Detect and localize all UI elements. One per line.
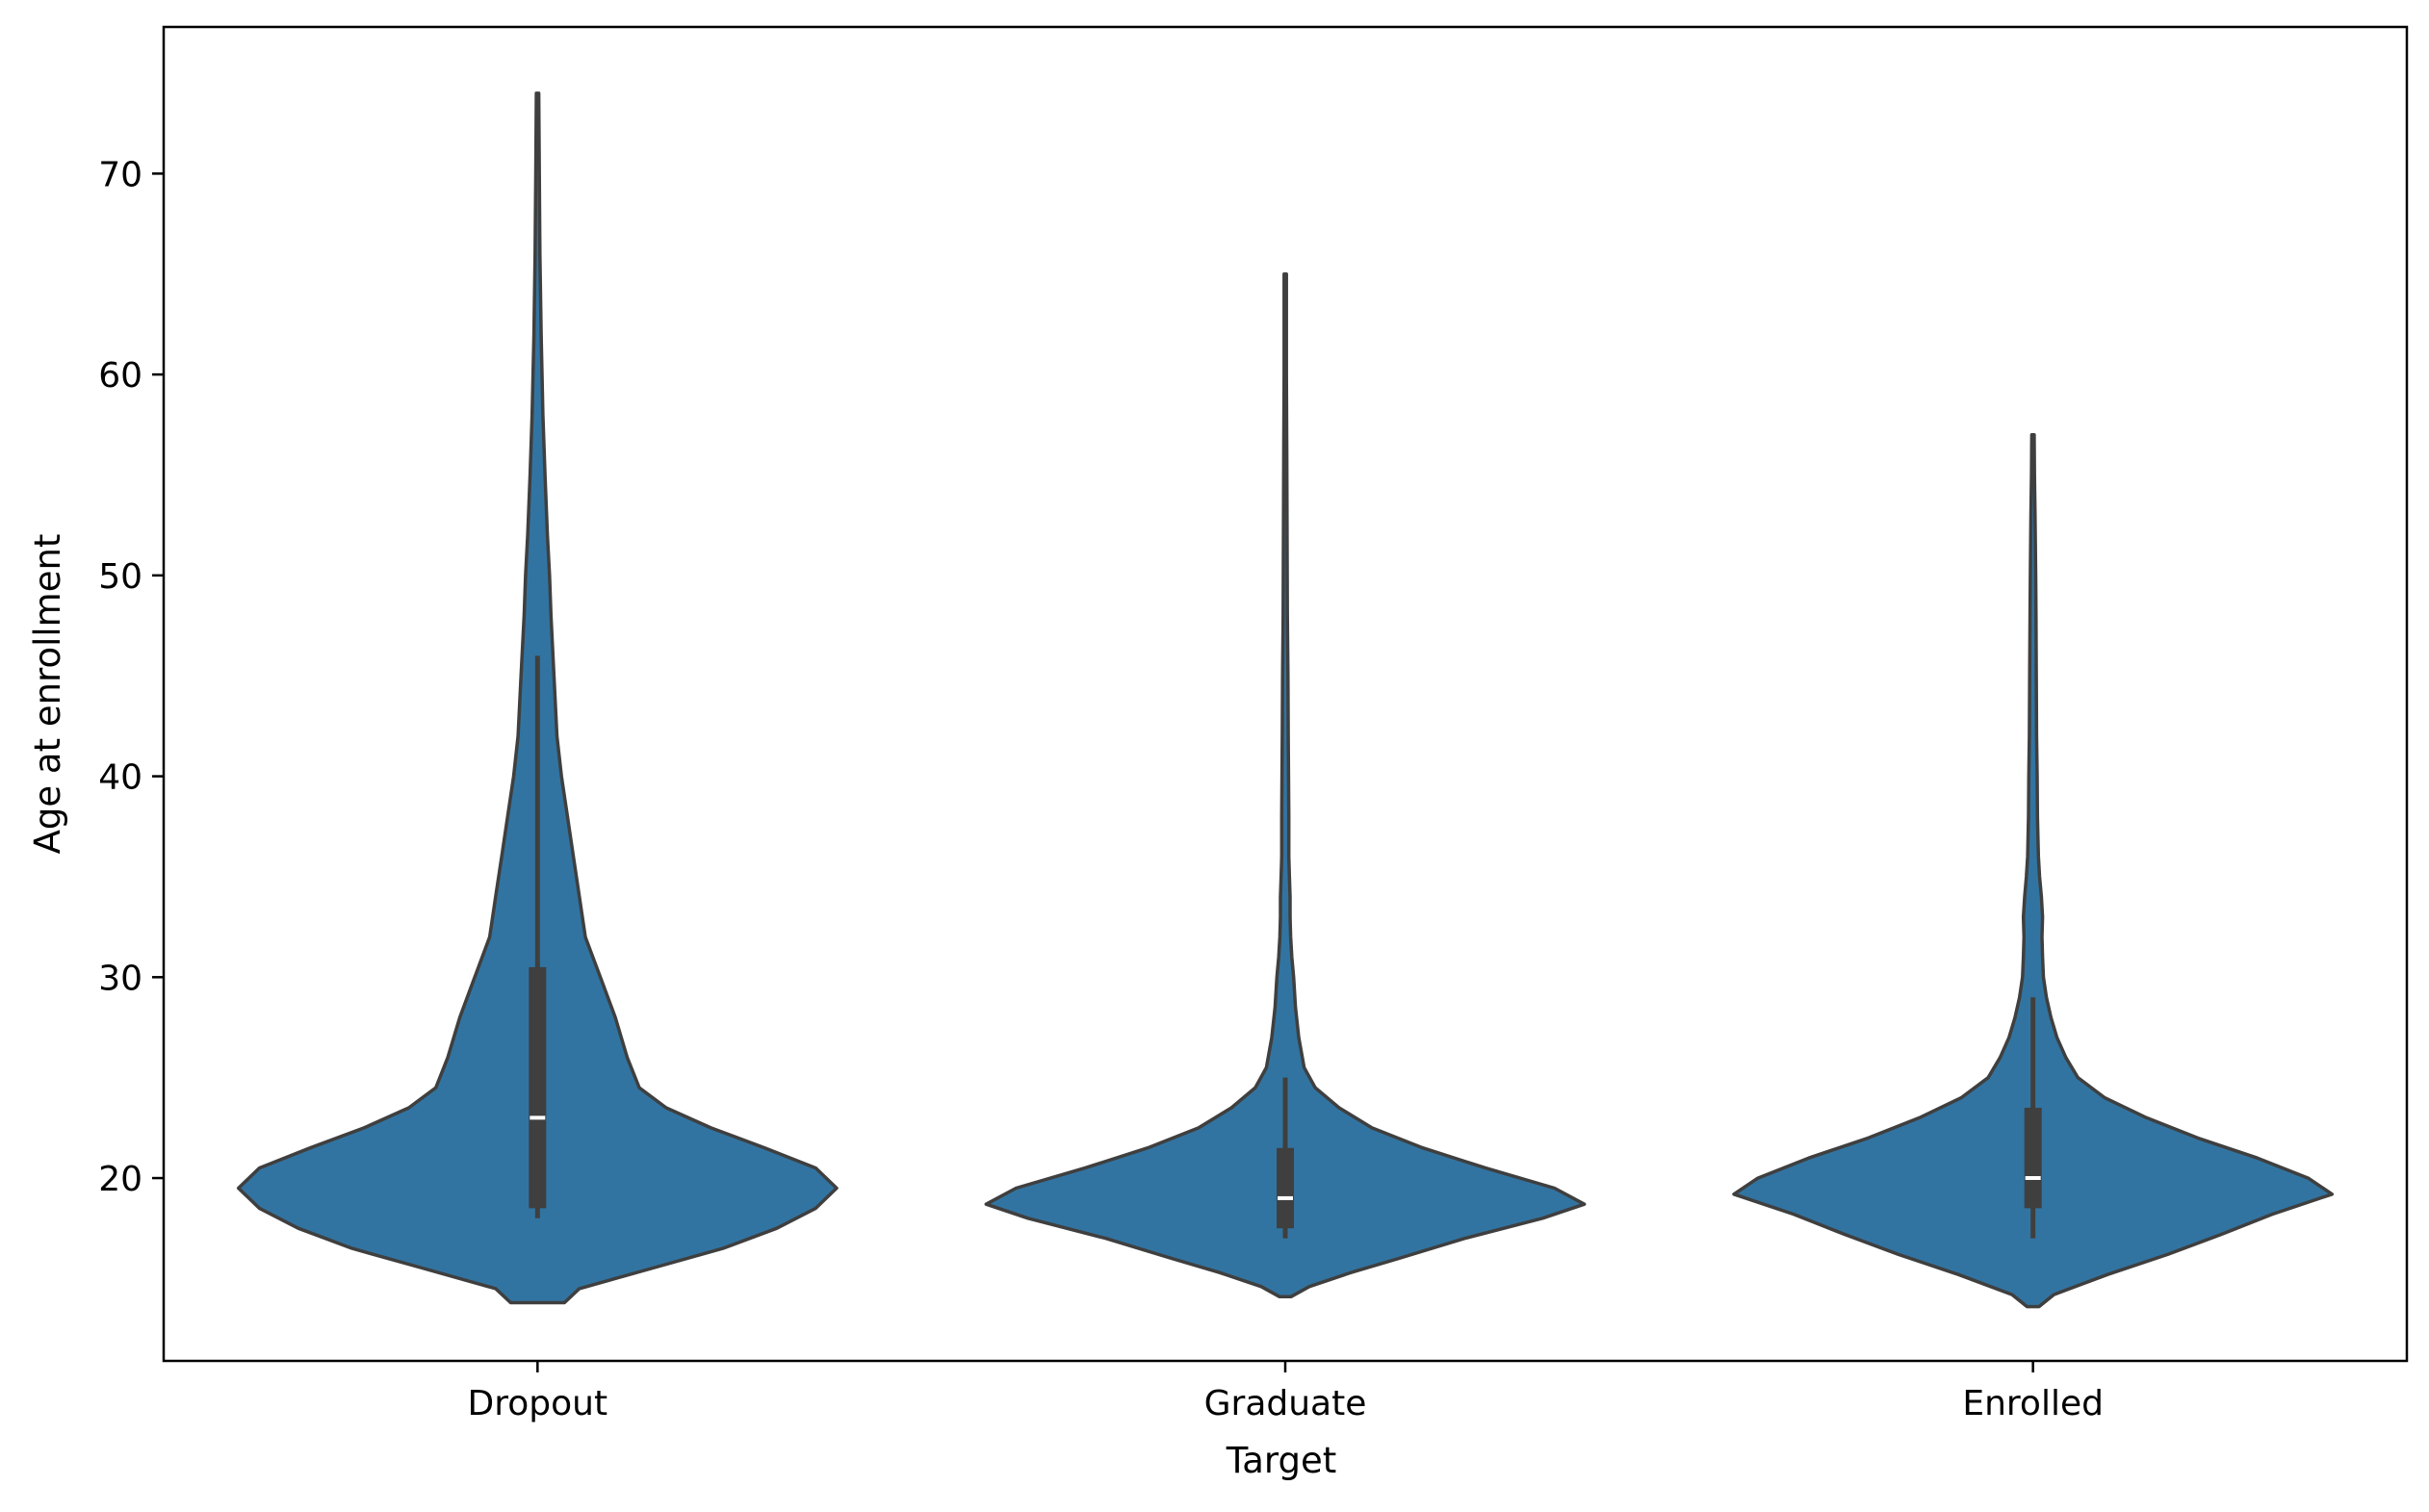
violin-body	[984, 271, 1587, 1298]
y-tick-label: 20	[98, 1160, 142, 1199]
y-tick-label: 30	[98, 959, 142, 998]
y-axis-label: Age at enrollment	[27, 534, 68, 855]
violin-dropout	[236, 91, 839, 1305]
violin-iqr-box	[2024, 1107, 2042, 1209]
x-axis-ticks: Dropout Graduate Enrolled	[468, 1361, 2104, 1423]
x-tick-label: Enrolled	[1962, 1384, 2104, 1423]
violin-iqr-box	[529, 966, 547, 1209]
x-tick-label: Dropout	[468, 1384, 608, 1423]
y-axis-ticks: 20 30 40 50 60 70	[98, 155, 164, 1199]
x-axis-label: Target	[1226, 1440, 1336, 1481]
plot-frame	[162, 25, 2409, 1363]
violins	[236, 91, 2335, 1309]
violin-enrolled	[1732, 432, 2335, 1309]
y-tick-label: 40	[98, 758, 142, 798]
violin-iqr-box	[1277, 1147, 1294, 1229]
x-tick-label: Graduate	[1204, 1384, 1367, 1423]
violin-graduate	[984, 271, 1587, 1298]
y-tick-label: 70	[98, 155, 142, 194]
violin-body	[1732, 432, 2335, 1309]
y-tick-label: 60	[98, 356, 142, 396]
y-tick-label: 50	[98, 557, 142, 597]
